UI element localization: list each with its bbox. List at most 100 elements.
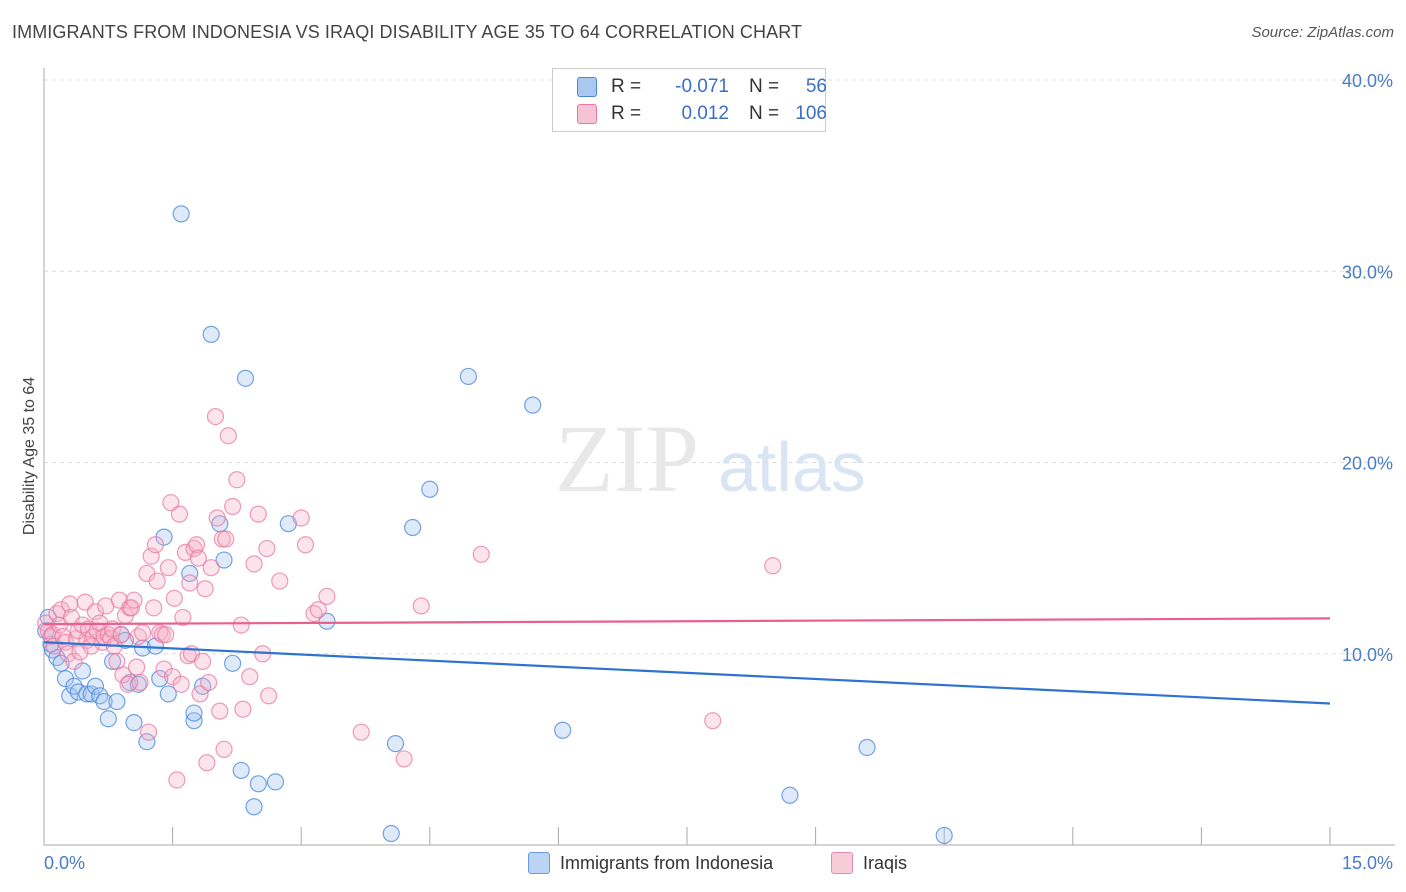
legend-swatch-indonesia — [577, 77, 597, 97]
legend-row-indonesia: R = -0.071 N = 56 — [577, 75, 827, 99]
legend-swatch-iraqis — [577, 104, 597, 124]
data-point — [185, 704, 203, 722]
data-point — [236, 369, 255, 387]
data-point — [271, 572, 289, 590]
data-point — [215, 551, 233, 569]
data-point — [159, 685, 177, 703]
data-point — [95, 692, 113, 711]
data-point — [206, 408, 225, 426]
data-point — [764, 557, 782, 575]
data-point — [266, 773, 285, 791]
data-point — [162, 494, 180, 512]
data-point — [172, 205, 190, 223]
data-point — [292, 509, 310, 527]
legend-n-value: 56 — [805, 76, 827, 97]
data-point — [108, 692, 126, 711]
data-point — [131, 673, 149, 692]
tick-labels: 10.0% 20.0% 30.0% 40.0% 0.0% 15.0% — [44, 71, 1393, 873]
legend-n-label: N = — [749, 76, 780, 97]
data-point — [404, 518, 422, 537]
data-point — [112, 626, 130, 644]
data-point — [114, 666, 132, 684]
data-point — [148, 572, 166, 590]
source-label: Source: ZipAtlas.com — [1251, 24, 1394, 41]
data-point — [524, 396, 542, 414]
data-point — [386, 735, 405, 753]
data-point — [249, 775, 267, 793]
data-point — [318, 612, 336, 630]
data-point — [200, 673, 218, 692]
data-point — [165, 589, 183, 607]
data-point — [196, 580, 214, 598]
data-point — [219, 427, 237, 445]
data-point — [249, 505, 267, 523]
data-point — [215, 740, 233, 758]
data-point — [139, 723, 158, 741]
series-legend: Immigrants from Indonesia Iraqis — [0, 852, 1406, 876]
data-point — [194, 652, 212, 671]
legend-label-indonesia: Immigrants from Indonesia — [560, 852, 774, 873]
data-point — [174, 608, 192, 627]
y-axis-label: Disability Age 35 to 64 — [21, 377, 38, 535]
data-point — [245, 798, 263, 816]
data-point — [127, 658, 146, 676]
data-point — [781, 786, 799, 804]
legend-n-label: N = — [749, 103, 780, 124]
legend-item-iraqis[interactable]: Iraqis — [831, 852, 907, 874]
data-point — [82, 637, 100, 655]
legend-row-iraqis: R = 0.012 N = 106 — [577, 102, 827, 126]
data-point — [198, 754, 216, 772]
data-point — [73, 662, 92, 680]
data-point — [224, 497, 242, 516]
watermark-zip: ZIP — [555, 405, 699, 512]
legend-r-value: 0.012 — [681, 103, 729, 124]
legend-item-indonesia[interactable]: Immigrants from Indonesia — [528, 852, 773, 874]
data-point — [421, 480, 439, 498]
data-point — [125, 713, 143, 732]
data-point — [86, 677, 105, 695]
x-tick-label: 15.0% — [1342, 853, 1393, 873]
data-point — [208, 509, 226, 527]
trend-line — [43, 617, 1331, 626]
data-point — [188, 536, 206, 554]
data-point — [296, 536, 315, 554]
data-point — [412, 597, 430, 615]
data-point — [189, 549, 207, 567]
data-point — [232, 616, 250, 634]
data-point — [168, 771, 186, 789]
data-point — [157, 626, 175, 644]
data-point — [241, 668, 259, 686]
data-point — [146, 536, 165, 554]
data-point — [258, 539, 276, 558]
y-tick-label: 30.0% — [1342, 262, 1393, 282]
data-point — [935, 826, 953, 845]
data-point — [395, 750, 413, 768]
series-indonesia — [37, 205, 953, 845]
chart-title: IMMIGRANTS FROM INDONESIA VS IRAQI DISAB… — [12, 22, 803, 42]
data-point — [99, 710, 117, 728]
data-point — [211, 702, 229, 720]
data-point — [181, 574, 199, 592]
data-point — [170, 505, 189, 523]
axes — [43, 68, 1395, 846]
data-point — [459, 367, 477, 386]
data-point — [309, 601, 327, 619]
data-point — [858, 738, 876, 757]
data-point — [472, 545, 490, 563]
legend-r-label: R = — [611, 103, 642, 124]
data-point — [228, 471, 246, 489]
legend-r-value: -0.071 — [675, 76, 729, 97]
data-point — [181, 564, 199, 583]
x-tick-label: 0.0% — [44, 853, 85, 873]
data-point — [217, 530, 235, 548]
watermark-atlas: atlas — [718, 428, 866, 506]
data-point — [352, 723, 370, 741]
legend-label-iraqis: Iraqis — [863, 852, 908, 873]
data-point — [554, 721, 572, 739]
legend-r-label: R = — [611, 76, 642, 97]
data-point — [224, 654, 242, 672]
data-point — [145, 599, 163, 617]
legend-swatch-indonesia — [528, 852, 550, 874]
trend-line — [43, 641, 1331, 705]
